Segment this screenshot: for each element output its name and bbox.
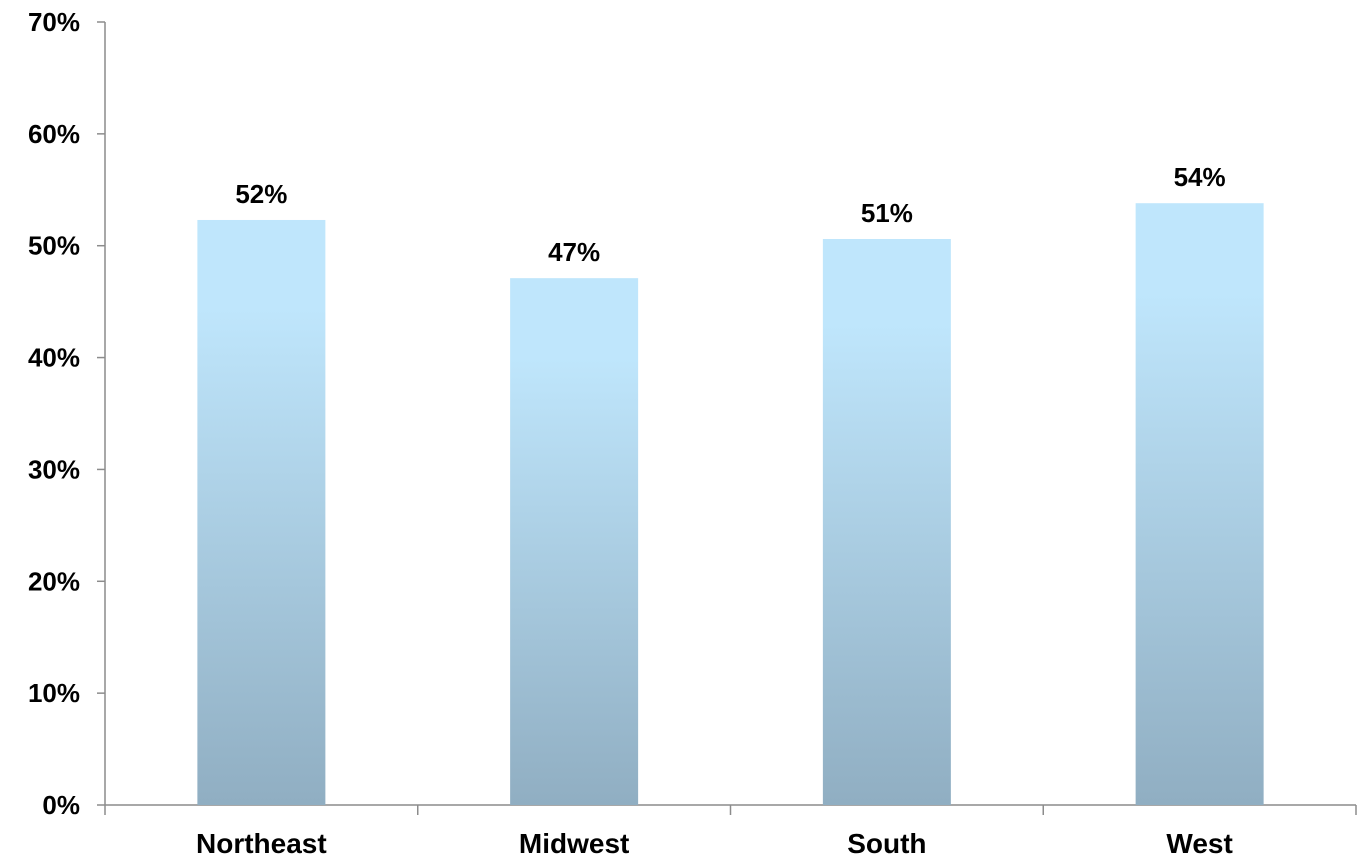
y-axis: 0% 10% 20% 30% 40% 50% 60% 70% xyxy=(28,7,106,820)
bar-south xyxy=(822,239,951,805)
category-label-west: West xyxy=(1166,828,1232,859)
data-labels: 52% 47% 51% 54% xyxy=(235,162,1225,267)
y-tick-label: 20% xyxy=(28,566,80,596)
y-tick-label: 10% xyxy=(28,678,80,708)
y-tick-label: 50% xyxy=(28,231,80,261)
category-label-south: South xyxy=(847,828,926,859)
data-label-west: 54% xyxy=(1174,162,1226,192)
bars xyxy=(197,203,1264,806)
bar-west xyxy=(1135,203,1264,806)
y-tick-label: 40% xyxy=(28,343,80,373)
category-label-northeast: Northeast xyxy=(196,828,327,859)
y-tick-label: 60% xyxy=(28,119,80,149)
x-axis xyxy=(104,804,1357,815)
y-tick-label: 30% xyxy=(28,454,80,484)
y-tick-label: 0% xyxy=(42,790,80,820)
data-label-south: 51% xyxy=(861,198,913,228)
data-label-northeast: 52% xyxy=(235,179,287,209)
y-tick-label: 70% xyxy=(28,7,80,37)
data-label-midwest: 47% xyxy=(548,237,600,267)
category-labels: Northeast Midwest South West xyxy=(196,828,1233,859)
category-label-midwest: Midwest xyxy=(519,828,629,859)
bar-midwest xyxy=(510,278,639,806)
bar-northeast xyxy=(197,219,326,806)
